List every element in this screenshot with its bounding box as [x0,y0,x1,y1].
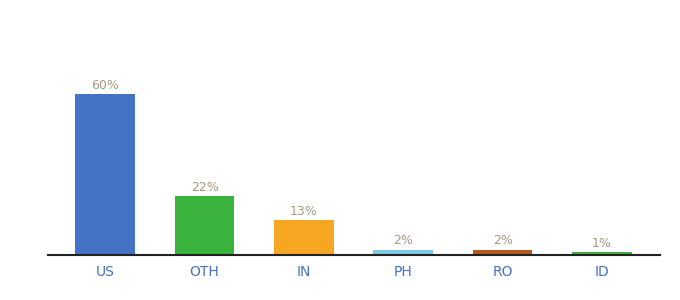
Bar [175,196,235,255]
Text: 22%: 22% [190,181,218,194]
Text: 60%: 60% [91,79,119,92]
Bar [373,250,433,255]
Bar [274,220,334,255]
Bar [572,252,632,255]
Text: 1%: 1% [592,237,612,250]
Bar [75,94,135,255]
Bar [473,250,532,255]
Text: 13%: 13% [290,205,318,218]
Text: 2%: 2% [493,235,513,248]
Text: 2%: 2% [393,235,413,248]
